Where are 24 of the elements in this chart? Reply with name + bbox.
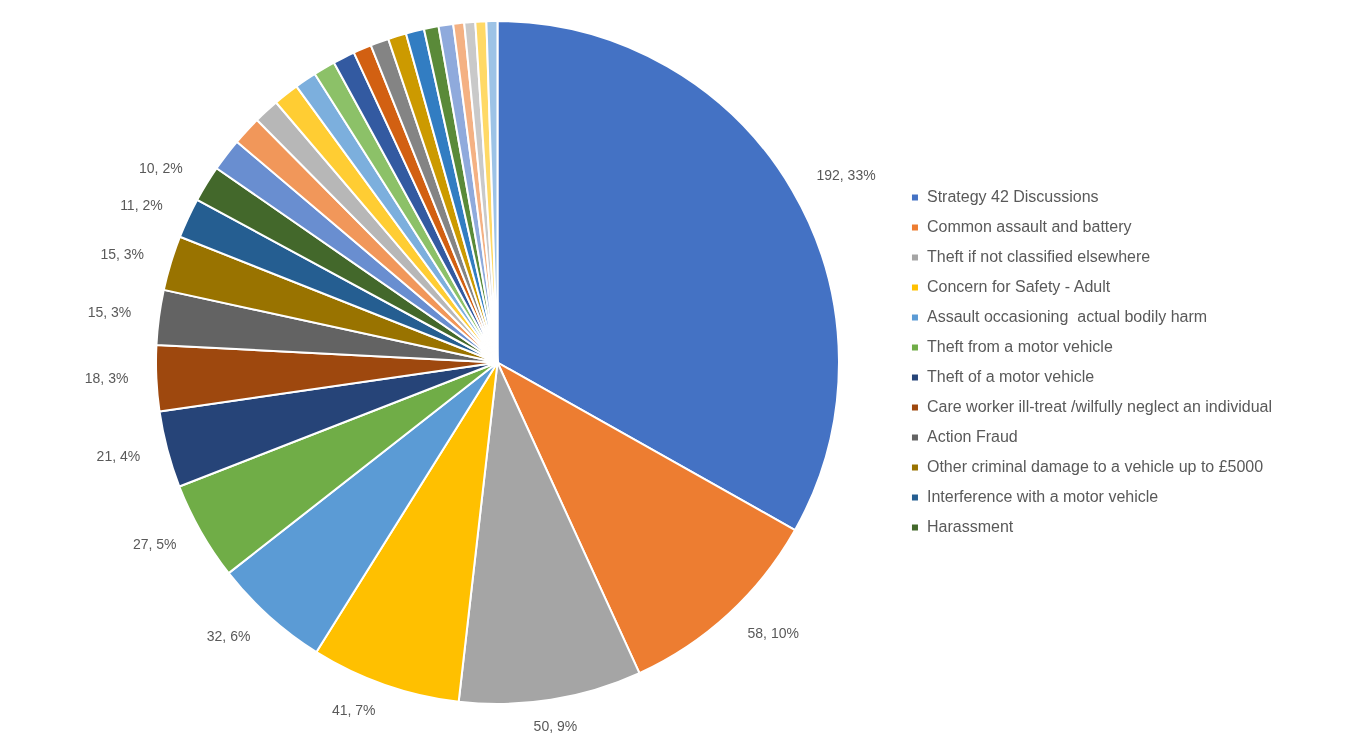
legend-label: Care worker ill-treat /wilfully neglect an individual [926,397,1272,415]
data-label: 15, 3% [100,245,145,262]
data-label: 27, 5% [132,536,177,553]
data-label: 192, 33% [816,166,876,183]
legend-label: Interference with a motor vehicle [926,487,1159,505]
legend-label: Assault occasioning actual bodily harm [926,307,1208,325]
data-label: 32, 6% [206,628,251,645]
data-label: 50, 9% [533,718,578,735]
legend-label: Strategy 42 Discussions [926,187,1099,205]
legend-label: Concern for Safety - Adult [926,277,1111,295]
legend-label: Theft of a motor vehicle [926,367,1095,385]
legend-label: Theft if not classified elsewhere [926,247,1151,265]
legend-label: Common assault and battery [926,217,1132,235]
data-label: 21, 4% [96,447,141,464]
data-label: 41, 7% [331,702,376,719]
legend-label: Other criminal damage to a vehicle up to £5000 [926,457,1264,475]
legend-label: Theft from a motor vehicle [926,337,1113,355]
data-label: 11, 2% [120,197,163,214]
data-label: 58, 10% [747,625,799,642]
data-label: 15, 3% [87,304,132,321]
data-label: 18, 3% [84,370,129,387]
legend-label: Harassment [926,517,1014,535]
data-label: 10, 2% [139,160,183,176]
legend-label: Action Fraud [926,427,1018,445]
